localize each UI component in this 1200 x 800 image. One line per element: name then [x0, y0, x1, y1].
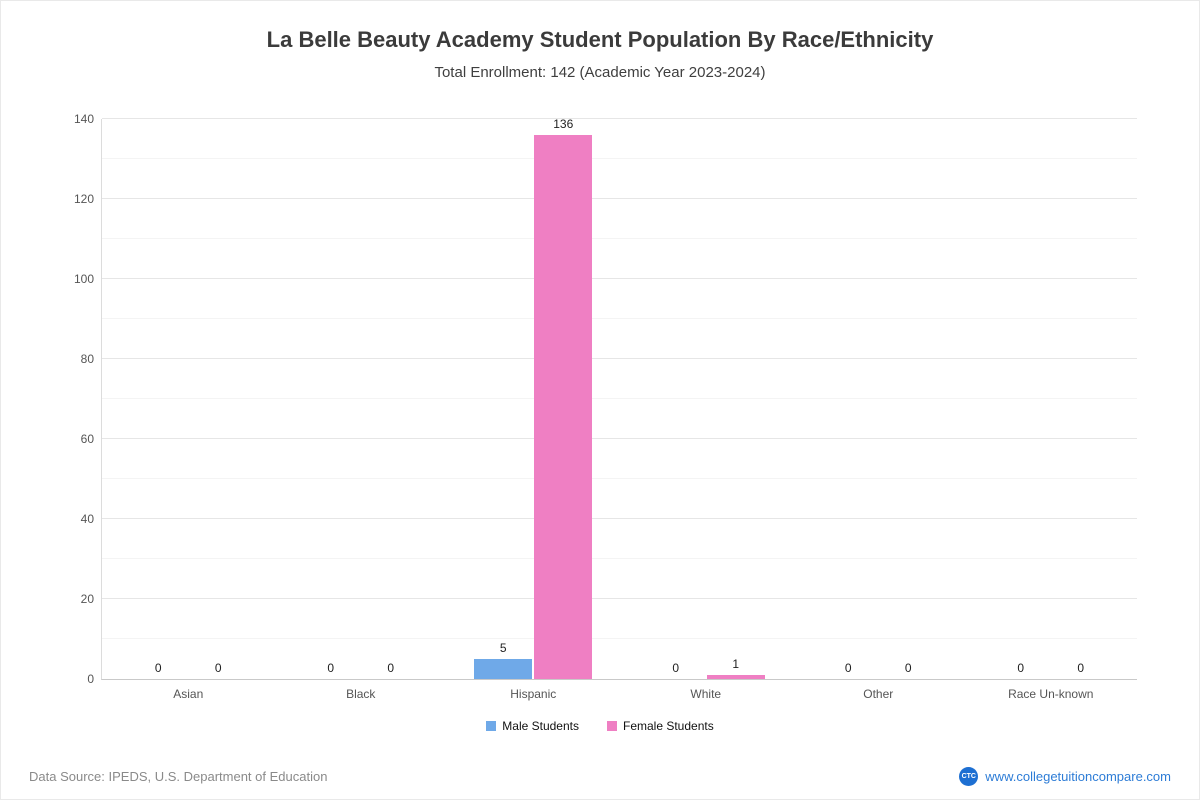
major-gridline [102, 278, 1137, 279]
x-axis-category-label: Hispanic [510, 687, 557, 701]
bar-value-label: 0 [672, 661, 680, 675]
x-axis-category-label: White [690, 687, 722, 701]
minor-gridline [102, 638, 1137, 639]
minor-gridline [102, 238, 1137, 239]
y-axis-tick-label: 0 [87, 672, 94, 686]
bar-value-label: 0 [1077, 661, 1085, 675]
legend-swatch-icon [607, 721, 617, 731]
y-axis-tick-label: 140 [73, 112, 94, 126]
major-gridline [102, 358, 1137, 359]
minor-gridline [102, 158, 1137, 159]
bar-value-label: 0 [327, 661, 335, 675]
major-gridline [102, 198, 1137, 199]
data-source-text: Data Source: IPEDS, U.S. Department of E… [29, 768, 328, 784]
minor-gridline [102, 398, 1137, 399]
x-axis-category-label: Race Un-known [1008, 687, 1094, 701]
bar-value-label: 0 [387, 661, 395, 675]
bar-value-label: 0 [154, 661, 162, 675]
y-axis-tick-label: 100 [73, 272, 94, 286]
bar-value-label: 0 [844, 661, 852, 675]
bar-value-label: 5 [499, 641, 507, 655]
bar-male-students [474, 659, 533, 679]
y-axis-tick-label: 120 [73, 192, 94, 206]
major-gridline [102, 598, 1137, 599]
bar-value-label: 0 [904, 661, 912, 675]
ctc-logo-icon: CTC [959, 766, 979, 786]
legend-item-male-students[interactable]: Male Students [486, 719, 579, 733]
major-gridline [102, 438, 1137, 439]
bar-female-students [706, 675, 765, 679]
bar-chart-plot-area: 0 20 40 60 80 100 120 140 0 0 Asian 0 0 Black 5 136 Hisp… [74, 112, 1137, 701]
bar-value-label: 0 [214, 661, 222, 675]
minor-gridline [102, 318, 1137, 319]
x-axis-category-label: Black [346, 687, 376, 701]
legend-swatch-icon [486, 721, 497, 731]
bar-value-label: 136 [553, 117, 574, 131]
minor-gridline [102, 558, 1137, 559]
legend-label: Male Students [502, 719, 579, 733]
y-axis-tick-label: 80 [80, 352, 94, 366]
legend-label: Female Students [623, 719, 714, 733]
major-gridline [102, 118, 1137, 119]
bar-female-students [534, 135, 593, 679]
major-gridline [102, 518, 1137, 519]
chart-title: La Belle Beauty Academy Student Populati… [266, 27, 934, 52]
y-axis-tick-label: 20 [80, 592, 94, 606]
chart-subtitle: Total Enrollment: 142 (Academic Year 202… [434, 64, 766, 81]
website-link[interactable]: CTC www.collegetuitioncompare.com [959, 766, 1171, 786]
footer: Data Source: IPEDS, U.S. Department of E… [1, 753, 1199, 799]
chart-legend: Male Students Female Students [1, 719, 1199, 733]
legend-item-female-students[interactable]: Female Students [607, 719, 714, 733]
bar-value-label: 1 [732, 657, 740, 671]
bar-value-label: 0 [1017, 661, 1025, 675]
minor-gridline [102, 478, 1137, 479]
website-url: www.collegetuitioncompare.com [985, 768, 1171, 784]
x-axis-category-label: Asian [173, 687, 204, 701]
y-axis-tick-label: 40 [80, 512, 94, 526]
y-axis-tick-label: 60 [80, 432, 94, 446]
x-axis-category-label: Other [863, 687, 894, 701]
